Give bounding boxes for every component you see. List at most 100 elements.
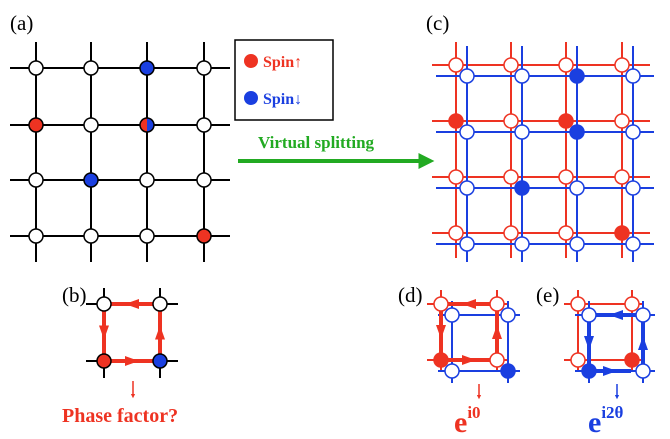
phase-e-base: e xyxy=(588,406,601,439)
site-c-up-empty xyxy=(503,225,519,241)
site-a-occupied xyxy=(196,228,212,244)
plaq-e-site-down-lr xyxy=(635,363,651,379)
site-b-empty xyxy=(96,296,112,312)
site-c-down-empty xyxy=(625,180,641,196)
plaq-d-site-down-empty xyxy=(500,307,516,323)
site-a-empty xyxy=(139,172,155,188)
site-c-down-occupied xyxy=(569,124,585,140)
plaq-d-site-up-empty xyxy=(433,296,449,312)
site-c-up-empty xyxy=(503,57,519,73)
plaquette-d xyxy=(427,290,520,383)
plaq-e-site-down-empty xyxy=(581,307,597,323)
site-c-up-empty xyxy=(614,113,630,129)
site-a-empty xyxy=(28,60,44,76)
phase-d-label: ei0 xyxy=(454,403,481,439)
site-c-up-empty xyxy=(614,169,630,185)
site-c-up-empty xyxy=(503,113,519,129)
site-c-down-empty xyxy=(625,124,641,140)
site-c-up-occupied xyxy=(558,113,574,129)
legend-spin-down-label: Spin↓ xyxy=(263,91,302,108)
site-c-up-empty xyxy=(448,169,464,185)
legend-spin-up-label: Spin↑ xyxy=(263,54,302,71)
plaq-e-site-up-empty xyxy=(624,296,640,312)
plaq-d-site-down-ll xyxy=(444,363,460,379)
phase-question-label: Phase factor? xyxy=(62,405,178,427)
plaq-e-loop-right-head xyxy=(638,336,648,350)
site-c-down-empty xyxy=(569,180,585,196)
legend-spin-up-dot xyxy=(244,54,258,68)
site-a-empty xyxy=(196,60,212,76)
site-c-down-empty xyxy=(459,236,475,252)
plaq-e-site-down-ll xyxy=(581,363,597,379)
plaq-d-site-up-lr xyxy=(489,352,505,368)
plaq-d-loop-left-head xyxy=(436,325,446,339)
lattice-c xyxy=(432,42,654,262)
site-c-down-empty xyxy=(514,236,530,252)
plaq-e-loop-bottom-head xyxy=(603,366,617,376)
site-a-empty xyxy=(83,117,99,133)
site-a-empty xyxy=(83,60,99,76)
panel-label-b: (b) xyxy=(62,283,87,307)
phase-e-label: ei2θ xyxy=(588,403,624,439)
plaq-e-site-up-lr xyxy=(624,352,640,368)
site-a-occupied xyxy=(139,60,155,76)
phase-d-base: e xyxy=(454,406,467,439)
site-c-down-empty xyxy=(514,124,530,140)
site-b-up xyxy=(96,353,112,369)
phase-e-exponent: i2θ xyxy=(601,403,623,422)
site-c-up-empty xyxy=(614,57,630,73)
site-a-empty xyxy=(196,172,212,188)
plaq-d-loop-right-head xyxy=(492,325,502,339)
plaq-e-loop-top-head xyxy=(609,310,623,320)
plaq-e-site-up-empty xyxy=(570,296,586,312)
site-c-up-occupied xyxy=(614,225,630,241)
site-c-down-empty xyxy=(459,180,475,196)
site-a-empty xyxy=(196,117,212,133)
site-c-down-empty xyxy=(625,236,641,252)
site-a-occupied xyxy=(28,117,44,133)
site-a-empty xyxy=(28,172,44,188)
site-c-up-empty xyxy=(558,225,574,241)
site-c-up-empty xyxy=(503,169,519,185)
site-c-down-empty xyxy=(459,124,475,140)
plaq-d-loop-bottom-head xyxy=(462,355,476,365)
site-c-up-occupied xyxy=(448,113,464,129)
phase-d-exponent: i0 xyxy=(467,403,480,422)
plaquette-e xyxy=(564,290,655,383)
loop-b-right-head xyxy=(155,325,165,340)
plaquette-b xyxy=(86,288,178,378)
plaq-e-site-down-empty xyxy=(635,307,651,323)
site-c-up-empty xyxy=(448,225,464,241)
panel-label-e: (e) xyxy=(536,283,559,307)
plaq-d-site-down-empty xyxy=(444,307,460,323)
site-c-down-occupied xyxy=(569,68,585,84)
panel-label-a: (a) xyxy=(10,11,33,35)
panel-label-c: (c) xyxy=(426,11,449,35)
spin-legend: Spin↑ Spin↓ xyxy=(234,39,334,121)
site-c-down-empty xyxy=(514,68,530,84)
site-a-empty xyxy=(83,228,99,244)
site-a-occupied xyxy=(83,172,99,188)
site-c-up-empty xyxy=(558,57,574,73)
plaq-e-site-up-ll xyxy=(570,352,586,368)
plaq-d-loop-top-head xyxy=(462,299,476,309)
site-a-double xyxy=(139,117,155,133)
loop-b-left-head xyxy=(99,325,109,340)
virtual-splitting-label: Virtual splitting xyxy=(258,133,375,152)
plaq-d-site-up-empty xyxy=(489,296,505,312)
site-c-down-occupied xyxy=(514,180,530,196)
site-c-up-empty xyxy=(558,169,574,185)
site-a-empty xyxy=(139,228,155,244)
site-b-empty xyxy=(152,296,168,312)
site-a-empty xyxy=(28,228,44,244)
lattice-a xyxy=(10,42,230,262)
site-c-down-empty xyxy=(459,68,475,84)
loop-b-bottom-head xyxy=(125,356,139,366)
loop-b-top-head xyxy=(125,299,139,309)
panel-label-d: (d) xyxy=(398,283,423,307)
legend-spin-down-dot xyxy=(244,91,258,105)
plaq-d-site-down-lr xyxy=(500,363,516,379)
plaq-d-site-up-ll xyxy=(433,352,449,368)
site-c-down-empty xyxy=(569,236,585,252)
